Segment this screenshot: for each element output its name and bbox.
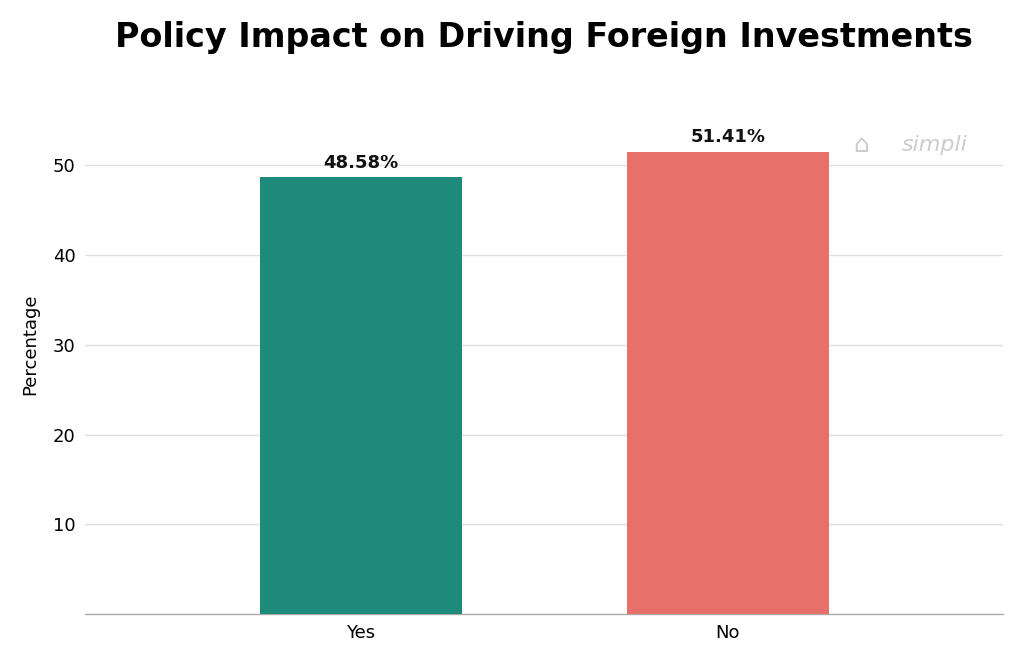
Text: 51.41%: 51.41% (690, 129, 765, 147)
Title: Policy Impact on Driving Foreign Investments: Policy Impact on Driving Foreign Investm… (116, 21, 973, 54)
Text: 48.58%: 48.58% (323, 154, 398, 172)
Y-axis label: Percentage: Percentage (20, 294, 39, 395)
Bar (627, 152, 828, 615)
Text: simpli: simpli (902, 135, 968, 154)
Bar (260, 178, 462, 615)
Text: ⌂: ⌂ (853, 133, 868, 156)
